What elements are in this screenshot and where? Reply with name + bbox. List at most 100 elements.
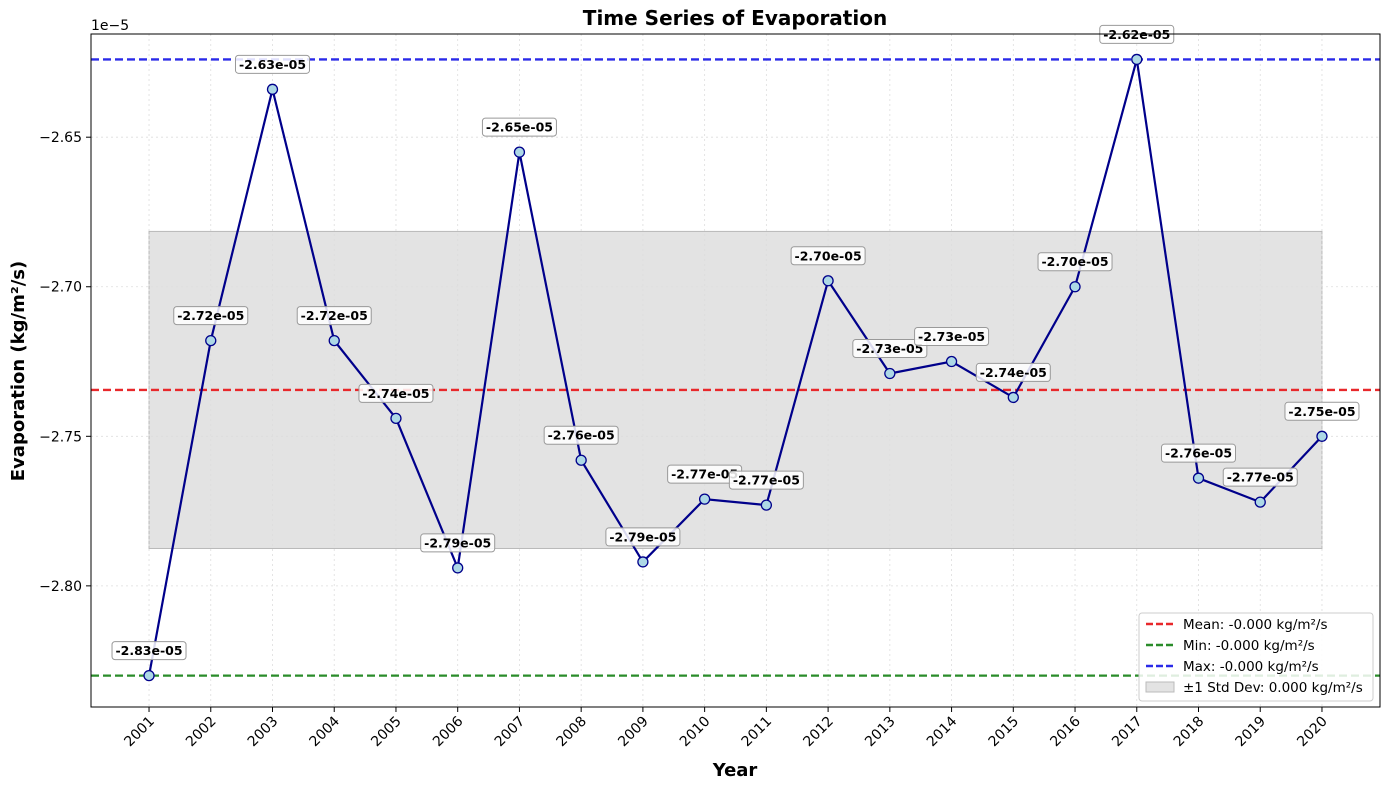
data-point [143, 669, 155, 682]
data-label: -2.65e-05 [481, 117, 557, 137]
data-label-box [852, 338, 928, 358]
data-point [1007, 391, 1019, 404]
data-point [452, 562, 464, 574]
series-layer [143, 53, 1328, 682]
legend-label-std: ±1 Std Dev: 0.000 kg/m²/s [1183, 680, 1363, 696]
legend-swatch-std [1145, 681, 1175, 693]
y-axis-label: Evaporation (kg/m²/s) [8, 261, 29, 481]
legend-box [1138, 612, 1374, 702]
x-tick-label: 2008 [553, 714, 590, 751]
data-label-box [234, 54, 310, 74]
data-label: -2.79e-05 [605, 527, 681, 547]
data-label-box [420, 533, 496, 553]
x-tick-label: 2002 [183, 714, 220, 751]
data-point [1131, 53, 1143, 66]
legend-label-max: Max: -0.000 kg/m²/s [1183, 659, 1319, 675]
data-label-box [543, 425, 619, 445]
series-line [147, 59, 1323, 676]
data-label-box [111, 641, 187, 661]
data-label-box [1037, 252, 1113, 272]
data-label-text: -2.76e-05 [1165, 446, 1232, 461]
data-label-text: -2.73e-05 [918, 329, 985, 344]
x-axis-ticks: 2001 2002 2003 2004 2005 2006 2007 2008 2009 2010… [121, 707, 1331, 751]
data-label-text: -2.63e-05 [239, 57, 306, 72]
y-tick-label: −2.65 [39, 130, 82, 146]
x-tick-label: 2011 [739, 714, 776, 751]
x-tick-label: 2013 [862, 714, 899, 751]
data-label: -2.70e-05 [1037, 252, 1113, 272]
data-point [266, 83, 279, 95]
y-tick-label: −2.70 [39, 280, 82, 296]
y-tick-label: −2.75 [39, 429, 82, 445]
y-tick-label: −2.80 [39, 579, 82, 595]
data-point [1069, 281, 1081, 293]
data-point [760, 499, 773, 511]
data-point [513, 146, 526, 158]
data-label-box [605, 527, 681, 547]
data-label-text: -2.74e-05 [980, 365, 1047, 380]
data-label-text: -2.65e-05 [486, 120, 553, 135]
x-tick-label: 2017 [1109, 714, 1146, 751]
data-label-text: -2.76e-05 [548, 428, 615, 443]
chart-title: Time Series of Evaporation [583, 6, 887, 30]
data-point [1254, 496, 1266, 508]
x-tick-label: 2006 [430, 713, 467, 750]
data-label: -2.77e-05 [1222, 467, 1298, 487]
data-label: -2.73e-05 [852, 338, 928, 358]
data-labels-layer: -2.83e-05 -2.72e-05 -2.63e-05 -2.72e-05 -2.7… [111, 24, 1360, 661]
x-tick-label: 2009 [615, 714, 652, 751]
legend: Mean: -0.000 kg/m²/s Min: -0.000 kg/m²/s… [1138, 612, 1374, 702]
data-label: -2.73e-05 [914, 327, 990, 347]
data-label-text: -2.79e-05 [609, 529, 676, 544]
data-label-box [296, 306, 372, 326]
data-label-text: -2.79e-05 [424, 535, 491, 550]
data-label-text: -2.83e-05 [115, 643, 182, 658]
x-tick-label: 2018 [1171, 714, 1208, 751]
data-label: -2.77e-05 [667, 464, 743, 484]
data-label-box [975, 362, 1051, 382]
data-label-box [481, 117, 557, 137]
data-point [884, 367, 896, 380]
data-point [328, 334, 340, 347]
data-label-box [728, 470, 804, 490]
plot-frame [90, 33, 1381, 708]
data-label-text: -2.73e-05 [856, 341, 923, 356]
data-label-text: -2.77e-05 [733, 473, 800, 488]
data-point [1316, 430, 1328, 442]
data-label-text: -2.75e-05 [1288, 404, 1355, 419]
data-point [945, 355, 958, 368]
x-tick-label: 2016 [1047, 713, 1084, 750]
data-label: -2.74e-05 [975, 362, 1051, 382]
data-label-box [358, 383, 434, 403]
data-label-text: -2.77e-05 [671, 467, 738, 482]
data-label-text: -2.72e-05 [177, 308, 244, 323]
y-axis-ticks: −2.80 −2.75 −2.70 −2.65 [39, 130, 91, 595]
x-tick-label: 2020 [1294, 714, 1331, 751]
data-label: -2.72e-05 [296, 306, 372, 326]
x-tick-label: 2004 [307, 713, 344, 750]
data-label: -2.70e-05 [790, 246, 866, 266]
data-point [637, 556, 649, 568]
data-label: -2.74e-05 [358, 383, 434, 403]
data-label: -2.72e-05 [173, 306, 249, 326]
data-label-text: -2.70e-05 [1041, 254, 1108, 269]
data-label-box [790, 246, 866, 266]
data-label-box [914, 327, 990, 347]
data-label-text: -2.70e-05 [795, 248, 862, 263]
data-label-box [1284, 401, 1360, 421]
data-point [1192, 472, 1205, 484]
legend-label-mean: Mean: -0.000 kg/m²/s [1183, 617, 1328, 633]
x-tick-label: 2003 [245, 714, 282, 751]
data-label-text: -2.72e-05 [301, 308, 368, 323]
data-label: -2.63e-05 [234, 54, 310, 74]
data-point [205, 334, 217, 347]
data-label-box [173, 306, 249, 326]
x-tick-label: 2001 [121, 714, 158, 751]
data-point [390, 412, 402, 425]
x-axis-label: Year [712, 760, 758, 781]
data-point [575, 454, 587, 466]
data-label-text: -2.77e-05 [1227, 470, 1294, 485]
x-tick-label: 2014 [924, 713, 961, 750]
data-label: -2.76e-05 [543, 425, 619, 445]
